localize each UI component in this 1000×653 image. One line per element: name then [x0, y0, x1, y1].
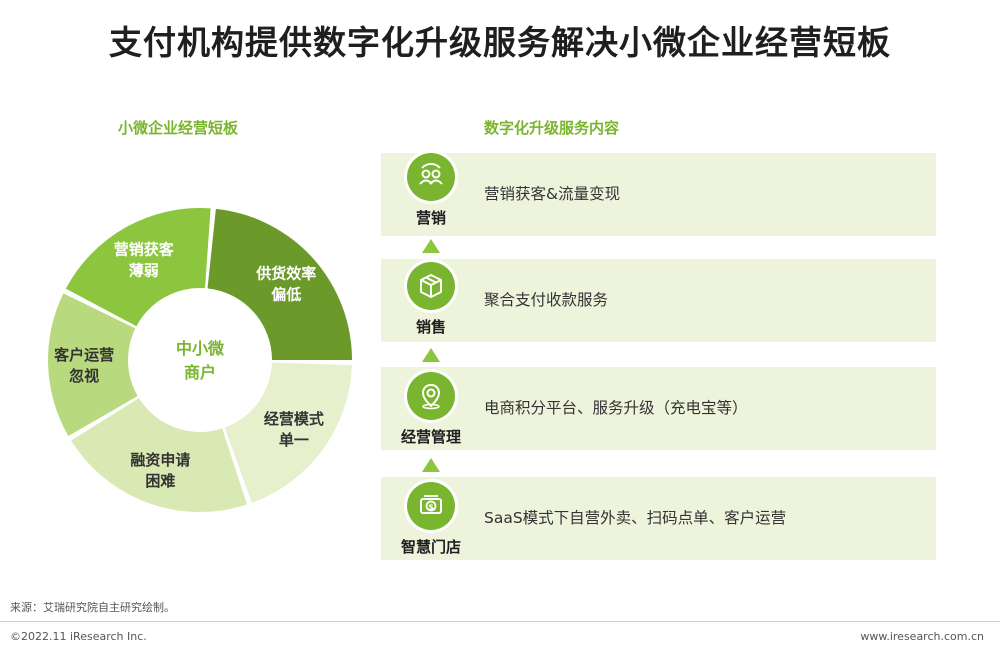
- website-link[interactable]: www.iresearch.com.cn: [860, 630, 984, 643]
- donut-segment-label: 困难: [145, 472, 175, 490]
- donut-segment-label: 薄弱: [129, 262, 159, 280]
- step-marketing: 营销: [376, 153, 486, 228]
- service-panel-smart-store: SaaS模式下自营外卖、扫码点单、客户运营: [381, 477, 936, 560]
- service-panel-marketing: 营销获客&流量变现: [381, 153, 936, 236]
- donut-segment-label: 客户运营: [53, 346, 114, 364]
- donut-segment-label: 经营模式: [264, 410, 324, 428]
- donut-segment: [47, 293, 138, 436]
- service-text-operations: 电商积分平台、服务升级（充电宝等）: [484, 399, 748, 417]
- donut-segment: [224, 362, 352, 503]
- donut-segment-label: 供货效率: [255, 264, 316, 282]
- donut-segment-label: 单一: [279, 431, 309, 449]
- money-dollar-icon: $: [407, 482, 455, 530]
- step-sales: 销售: [376, 262, 486, 337]
- donut-segment: [207, 208, 352, 360]
- page-title: 支付机构提供数字化升级服务解决小微企业经营短板: [109, 23, 891, 62]
- step-smart-store: $ 智慧门店: [376, 482, 486, 557]
- source-note: 来源：艾瑞研究院自主研究绘制。: [10, 601, 175, 614]
- donut-segment-label: 偏低: [271, 285, 301, 303]
- left-section-heading: 小微企业经营短板: [118, 119, 239, 137]
- location-pin-icon: [407, 372, 455, 420]
- donut-segment: [65, 208, 211, 327]
- up-arrow-icon: [422, 239, 440, 253]
- center-label-line2: 商户: [184, 363, 216, 382]
- up-arrow-icon: [422, 348, 440, 362]
- donut-segment-label: 融资申请: [130, 451, 190, 469]
- right-section-heading: 数字化升级服务内容: [484, 119, 620, 137]
- up-arrow-icon: [422, 458, 440, 472]
- step-label-operations: 经营管理: [400, 428, 461, 446]
- center-label-line1: 中小微: [176, 339, 225, 358]
- step-operations: 经营管理: [376, 372, 486, 447]
- footer-divider: [0, 621, 1000, 622]
- service-text-sales: 聚合支付收款服务: [484, 291, 609, 309]
- donut-segment: [71, 398, 247, 512]
- service-text-smart-store: SaaS模式下自营外卖、扫码点单、客户运营: [484, 509, 787, 527]
- package-box-icon: [407, 262, 455, 310]
- donut-segment-label: 忽视: [69, 367, 99, 385]
- people-cycle-icon: [407, 153, 455, 201]
- donut-segments: [47, 208, 352, 512]
- service-text-marketing: 营销获客&流量变现: [484, 185, 621, 203]
- donut-center: [132, 292, 268, 428]
- step-label-smart-store: 智慧门店: [400, 538, 461, 556]
- service-panel-sales: 聚合支付收款服务: [381, 259, 936, 342]
- step-label-sales: 销售: [415, 318, 446, 336]
- donut-segment-label: 营销获客: [114, 241, 175, 259]
- service-panel-operations: 电商积分平台、服务升级（充电宝等）: [381, 367, 936, 450]
- svg-text:$: $: [428, 503, 434, 512]
- step-label-marketing: 营销: [415, 209, 446, 227]
- copyright: ©2022.11 iResearch Inc.: [10, 630, 147, 643]
